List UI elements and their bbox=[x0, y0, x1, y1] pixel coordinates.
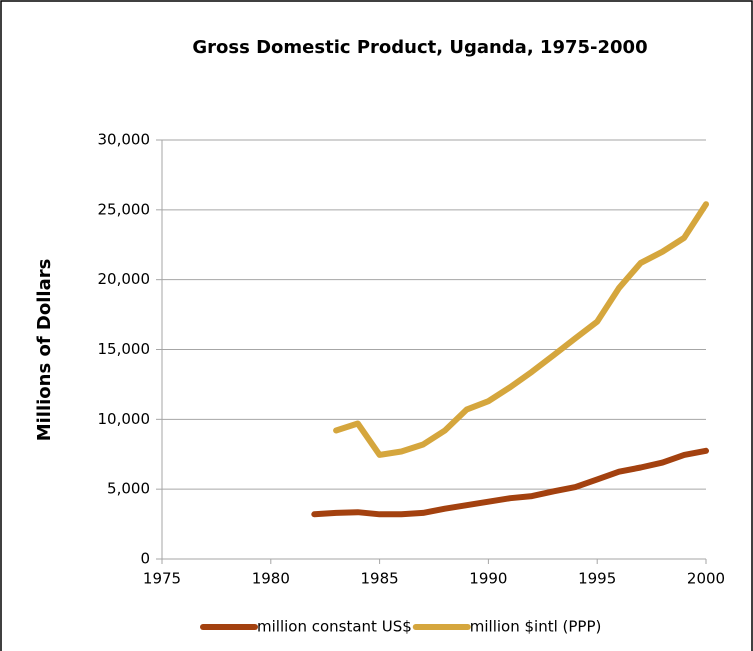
y-tick-label: 30,000 bbox=[98, 131, 151, 149]
legend-label: million $intl (PPP) bbox=[470, 618, 602, 636]
data-line bbox=[333, 201, 709, 458]
y-axis-label: Millions of Dollars bbox=[34, 259, 55, 442]
chart-title: Gross Domestic Product, Uganda, 1975-200… bbox=[192, 37, 647, 58]
legend-label: million constant US$ bbox=[257, 618, 412, 636]
x-tick-label: 1990 bbox=[469, 570, 507, 588]
y-tick-label: 20,000 bbox=[98, 270, 151, 288]
y-tick-label: 5,000 bbox=[107, 480, 150, 498]
y-tick-label: 10,000 bbox=[98, 410, 151, 428]
x-tick-label: 1975 bbox=[143, 570, 181, 588]
y-tick-label: 15,000 bbox=[98, 340, 151, 358]
y-tick-label: 0 bbox=[140, 550, 150, 568]
y-tick-label: 25,000 bbox=[98, 200, 151, 218]
x-tick-label: 1980 bbox=[252, 570, 290, 588]
x-tick-label: 1995 bbox=[578, 570, 616, 588]
x-tick-label: 1985 bbox=[361, 570, 399, 588]
x-tick-label: 2000 bbox=[687, 570, 725, 588]
data-line bbox=[311, 447, 709, 518]
